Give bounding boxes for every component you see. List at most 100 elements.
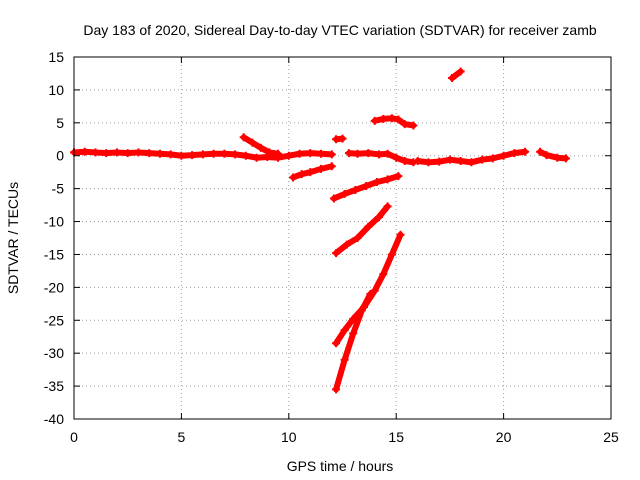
y-tick-label: -35 — [44, 378, 64, 394]
data-point — [340, 189, 349, 198]
data-point — [317, 149, 326, 158]
data-point — [372, 178, 381, 187]
x-tick-label: 0 — [70, 429, 78, 445]
data-point — [274, 149, 283, 158]
data-track-9 — [370, 114, 418, 130]
data-point — [357, 306, 366, 315]
data-track-10 — [413, 147, 530, 167]
data-point — [375, 150, 384, 159]
data-series — [70, 67, 570, 394]
data-point — [521, 147, 530, 156]
data-point — [445, 155, 454, 164]
y-tick-label: -10 — [44, 214, 64, 230]
data-point — [306, 149, 315, 158]
data-point — [394, 115, 403, 124]
x-tick-label: 15 — [388, 429, 404, 445]
data-point — [478, 155, 487, 164]
y-tick-label: -20 — [44, 279, 64, 295]
data-point — [198, 150, 207, 159]
data-point — [364, 149, 373, 158]
data-point — [400, 156, 409, 165]
data-track-11 — [536, 147, 570, 163]
data-point — [166, 150, 175, 159]
data-point — [370, 116, 379, 125]
data-point — [295, 149, 304, 158]
data-track-2 — [289, 162, 336, 182]
y-tick-label: 10 — [48, 82, 64, 98]
data-point — [448, 74, 457, 83]
data-point — [499, 151, 508, 160]
data-point — [456, 67, 465, 76]
data-point — [338, 134, 347, 143]
data-point — [383, 149, 392, 158]
data-point — [364, 222, 373, 231]
data-point — [332, 385, 341, 394]
data-track-3 — [332, 134, 347, 144]
data-point — [383, 175, 392, 184]
data-point — [456, 156, 465, 165]
data-point — [155, 149, 164, 158]
data-point — [80, 147, 89, 156]
data-track-12 — [448, 67, 465, 83]
y-tick-label: 5 — [56, 115, 64, 131]
data-track-0 — [70, 147, 336, 162]
x-tick-label: 25 — [603, 429, 619, 445]
data-point — [370, 286, 379, 295]
data-point — [231, 150, 240, 159]
y-tick-label: -15 — [44, 246, 64, 262]
data-track-line — [333, 290, 374, 393]
data-point — [392, 153, 401, 162]
x-tick-label: 10 — [281, 429, 297, 445]
data-track-line — [449, 68, 464, 82]
grid-lines — [74, 57, 611, 419]
data-point — [145, 149, 154, 158]
data-point — [488, 154, 497, 163]
data-track-4 — [329, 172, 403, 203]
data-point — [332, 249, 341, 258]
data-point — [209, 149, 218, 158]
data-track-7 — [332, 289, 375, 394]
data-point — [344, 149, 353, 158]
data-point — [362, 182, 371, 191]
data-point — [112, 148, 121, 157]
data-point — [284, 151, 293, 160]
data-point — [413, 156, 422, 165]
data-point — [383, 202, 392, 211]
y-axis-label: SDTVAR / TECUs — [5, 182, 21, 294]
data-point — [220, 149, 229, 158]
data-point — [536, 147, 545, 156]
data-point — [252, 153, 261, 162]
axis-ticks: 0 5 10 15 20 25 15 10 5 0 -5 -10 -15 -20 -25 -30 -35 -40 — [44, 49, 619, 445]
plot-frame — [73, 56, 612, 420]
data-point — [91, 148, 100, 157]
y-tick-label: -30 — [44, 345, 64, 361]
x-tick-label: 5 — [178, 429, 186, 445]
data-point — [239, 133, 248, 142]
data-point — [327, 162, 336, 171]
data-point — [542, 151, 551, 160]
data-track-line — [333, 231, 404, 347]
data-point — [265, 148, 274, 157]
data-point — [123, 149, 132, 158]
y-tick-label: -40 — [44, 411, 64, 427]
data-point — [342, 240, 351, 249]
data-point — [510, 149, 519, 158]
data-point — [297, 170, 306, 179]
data-point — [332, 339, 341, 348]
data-point — [387, 114, 396, 123]
data-point — [289, 173, 298, 182]
data-point — [387, 250, 396, 259]
data-point — [329, 194, 338, 203]
data-point — [340, 326, 349, 335]
x-tick-label: 20 — [496, 429, 512, 445]
data-track-line — [537, 148, 569, 162]
data-point — [375, 212, 384, 221]
y-tick-label: 15 — [48, 49, 64, 65]
data-point — [306, 168, 315, 177]
data-track-5 — [332, 202, 392, 258]
data-point — [102, 149, 111, 158]
x-axis-label: GPS time / hours — [287, 458, 394, 474]
data-point — [256, 143, 265, 152]
data-track-line — [333, 203, 391, 257]
